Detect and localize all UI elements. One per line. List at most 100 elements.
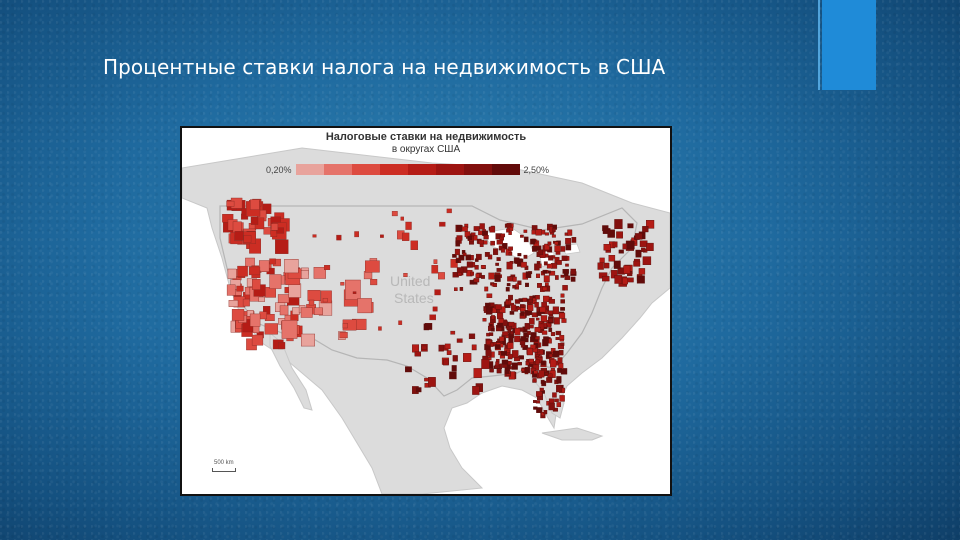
- county-shape: [527, 330, 531, 335]
- county-shape: [505, 287, 510, 292]
- county-shape: [466, 261, 473, 268]
- county-shape: [541, 330, 548, 335]
- county-shape: [540, 360, 546, 366]
- county-shape: [421, 345, 427, 350]
- county-shape: [410, 240, 419, 251]
- county-shape: [487, 254, 493, 260]
- county-shape: [548, 318, 553, 323]
- county-shape: [513, 257, 520, 264]
- county-shape: [540, 315, 548, 322]
- county-shape: [491, 327, 495, 332]
- county-shape: [552, 306, 559, 315]
- county-shape: [479, 223, 485, 230]
- county-shape: [507, 361, 512, 365]
- county-shape: [520, 311, 525, 316]
- county-shape: [251, 278, 261, 290]
- county-shape: [554, 398, 559, 402]
- county-shape: [370, 278, 378, 286]
- county-shape: [560, 293, 565, 298]
- county-shape: [530, 344, 536, 350]
- county-shape: [535, 294, 540, 300]
- county-shape: [281, 320, 298, 339]
- county-shape: [567, 229, 573, 236]
- county-shape: [270, 230, 278, 238]
- county-shape: [552, 228, 556, 232]
- county-shape: [504, 370, 510, 374]
- county-shape: [544, 243, 550, 251]
- county-shape: [635, 250, 642, 258]
- county-shape: [474, 264, 479, 270]
- county-shape: [412, 344, 420, 353]
- accent-line: [818, 0, 820, 90]
- county-shape: [562, 285, 568, 291]
- county-shape: [242, 298, 250, 307]
- county-shape: [527, 348, 533, 356]
- county-shape: [552, 392, 557, 398]
- county-shape: [245, 257, 255, 267]
- county-shape: [535, 228, 542, 236]
- county-shape: [462, 252, 467, 257]
- county-shape: [498, 245, 504, 251]
- county-shape: [550, 332, 556, 337]
- county-shape: [641, 247, 646, 253]
- county-shape: [527, 304, 534, 311]
- county-shape: [556, 259, 562, 265]
- county-shape: [536, 391, 543, 397]
- county-shape: [231, 309, 245, 321]
- county-shape: [554, 317, 560, 325]
- county-shape: [614, 219, 623, 230]
- county-shape: [536, 261, 541, 265]
- county-shape: [539, 306, 546, 313]
- county-shape: [434, 289, 441, 296]
- legend-color-bar: [295, 164, 520, 175]
- county-shape: [638, 268, 646, 275]
- county-shape: [505, 300, 510, 306]
- legend-swatch: [351, 164, 380, 175]
- county-shape: [542, 286, 548, 291]
- county-shape: [471, 232, 476, 236]
- legend-swatch: [435, 164, 464, 175]
- county-layer: [222, 197, 655, 419]
- county-shape: [469, 279, 474, 285]
- county-shape: [545, 282, 549, 287]
- county-shape: [561, 255, 568, 261]
- county-shape: [482, 317, 487, 322]
- county-shape: [292, 307, 300, 315]
- county-shape: [537, 282, 542, 288]
- county-shape: [495, 262, 499, 266]
- county-shape: [471, 344, 477, 351]
- county-shape: [623, 265, 631, 274]
- county-shape: [476, 253, 482, 260]
- county-shape: [248, 266, 261, 276]
- county-shape: [554, 241, 559, 246]
- county-shape: [543, 295, 550, 302]
- county-shape: [491, 315, 495, 320]
- county-shape: [604, 262, 610, 269]
- legend-swatch: [463, 164, 492, 175]
- county-shape: [507, 342, 514, 349]
- county-shape: [549, 353, 553, 358]
- country-label-line2: States: [394, 290, 434, 306]
- county-shape: [552, 350, 560, 357]
- county-shape: [501, 359, 509, 365]
- scale-label: 500 km: [214, 460, 234, 466]
- county-shape: [363, 271, 373, 280]
- county-shape: [496, 368, 502, 374]
- county-shape: [536, 317, 540, 321]
- county-shape: [533, 370, 539, 375]
- county-shape: [538, 323, 545, 330]
- county-shape: [543, 261, 548, 266]
- county-shape: [559, 335, 565, 341]
- county-shape: [635, 233, 643, 240]
- county-shape: [543, 410, 548, 415]
- county-shape: [527, 310, 532, 315]
- county-shape: [496, 257, 501, 261]
- county-shape: [484, 286, 489, 292]
- county-shape: [559, 395, 565, 402]
- county-shape: [533, 400, 537, 403]
- county-shape: [565, 263, 569, 267]
- county-shape: [451, 365, 457, 372]
- county-shape: [506, 283, 511, 287]
- county-shape: [277, 342, 286, 350]
- county-shape: [438, 272, 445, 280]
